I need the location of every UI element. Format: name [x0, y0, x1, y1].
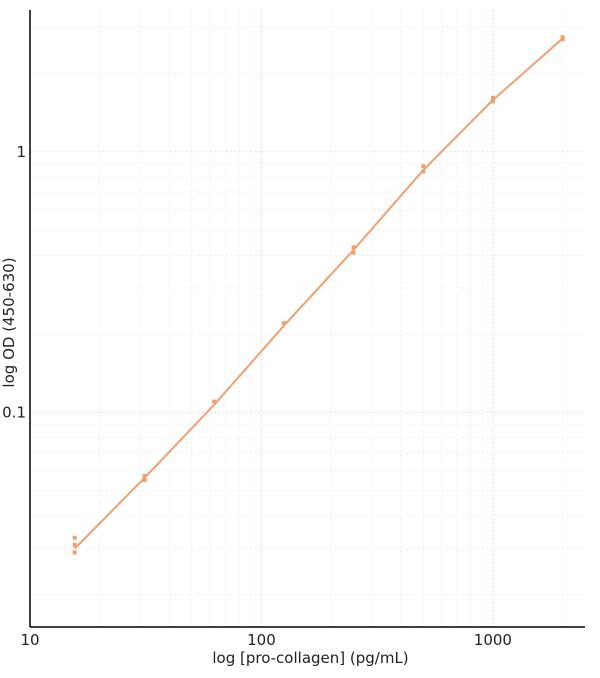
data-point [421, 169, 426, 174]
data-point [281, 321, 286, 326]
data-point [560, 37, 565, 42]
x-tick-labels: 10 100 1000 [20, 631, 512, 649]
y-tick-label: 0.1 [2, 403, 26, 421]
y-tick-labels: 0.11 [2, 143, 26, 422]
data-point [72, 535, 77, 540]
data-point [421, 164, 426, 169]
y-axis-label: log OD (450-630) [0, 257, 18, 387]
data-point [72, 542, 77, 547]
data-point [212, 399, 217, 404]
data-point [142, 477, 147, 482]
data-point [560, 35, 565, 40]
data-point [490, 95, 495, 100]
data-point [142, 473, 147, 478]
x-tick-label: 10 [20, 631, 39, 649]
data-points-group [72, 35, 565, 555]
data-point [351, 245, 356, 250]
fit-curve-line [73, 37, 564, 550]
y-tick-label: 1 [16, 143, 26, 161]
data-point [351, 250, 356, 255]
x-tick-label: 1000 [474, 631, 512, 649]
x-tick-label: 100 [247, 631, 276, 649]
fit-curve-group [73, 37, 564, 550]
x-axis-label: log [pro-collagen] (pg/mL) [212, 649, 408, 667]
data-point [490, 99, 495, 104]
grid-lines [30, 10, 585, 627]
data-point [72, 550, 77, 555]
